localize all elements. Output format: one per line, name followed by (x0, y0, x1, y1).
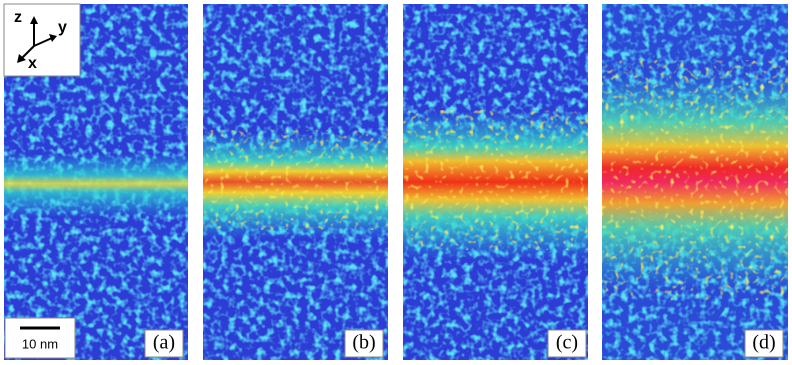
z-head (30, 16, 38, 24)
label-box (744, 329, 784, 358)
panel-label: (b) (352, 332, 375, 354)
y-head (49, 34, 57, 42)
panel-label: (c) (556, 332, 578, 354)
axis-label-x: x (28, 55, 37, 72)
label-box (344, 329, 384, 358)
speckle-hot (203, 130, 388, 230)
scale-bar: 10 nm (4, 317, 76, 359)
axis-label-z: z (14, 9, 22, 26)
label-box (144, 329, 184, 358)
scale-label: 10 nm (22, 336, 58, 351)
axes-indicator: z y x (3, 3, 81, 77)
speckle-hot (602, 60, 788, 300)
y-arrow (33, 37, 53, 47)
axes-box (3, 3, 81, 77)
panel-d: (d) (602, 4, 788, 360)
axis-label-y: y (58, 19, 67, 36)
scale-box (4, 317, 76, 359)
panel-c: (c) (403, 4, 588, 360)
panel-label: (a) (153, 332, 175, 354)
panel-label: (d) (752, 332, 775, 354)
label-box (547, 329, 587, 358)
speckle-hot (403, 110, 588, 250)
x-arrow (21, 45, 35, 59)
x-head (17, 54, 26, 63)
panel-b: (b) (203, 4, 388, 360)
